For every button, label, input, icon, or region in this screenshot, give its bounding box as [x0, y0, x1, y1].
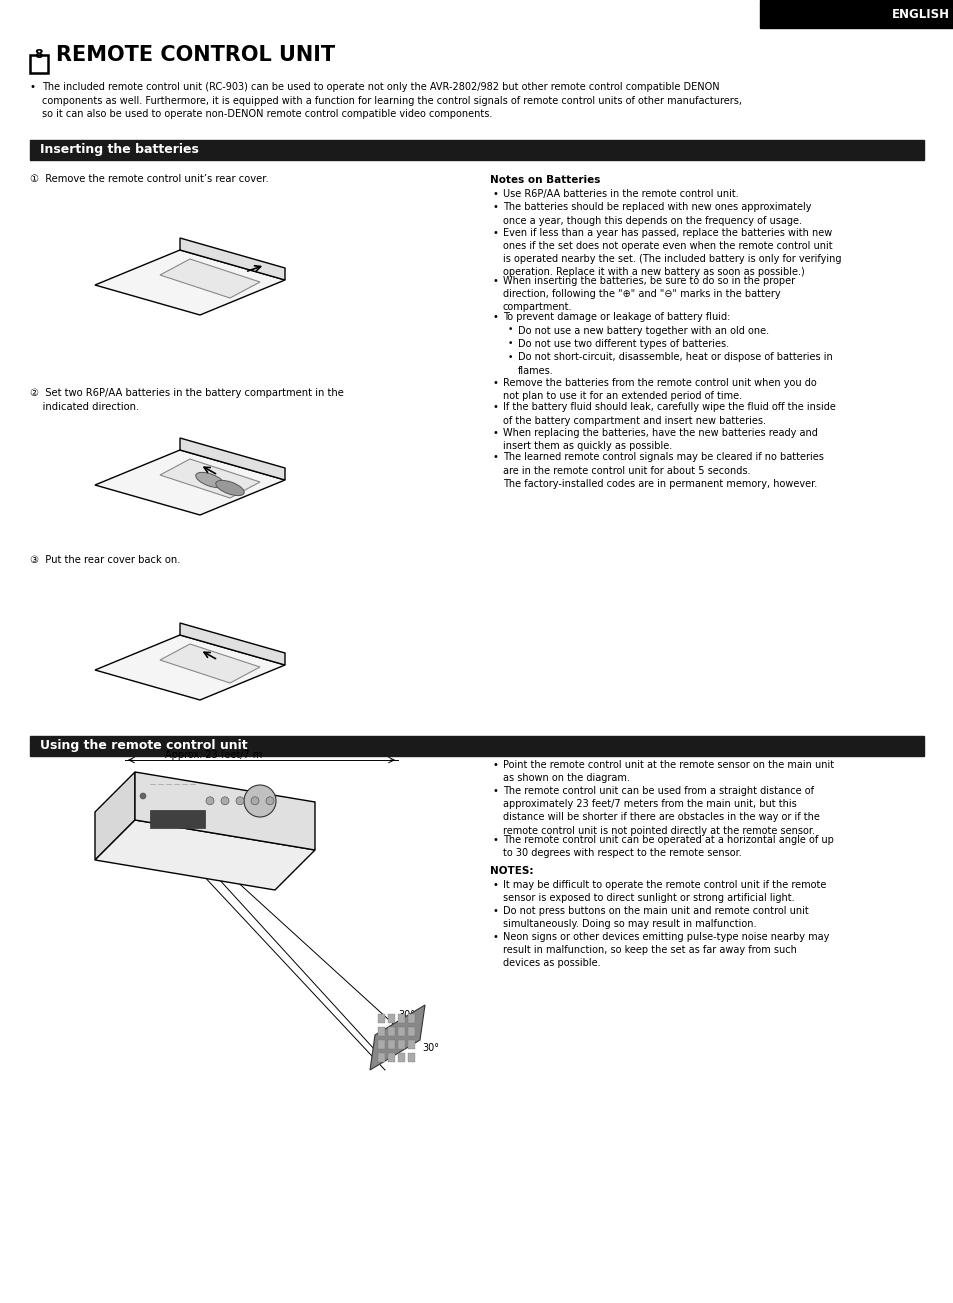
Text: •: • — [493, 786, 498, 796]
Text: ②  Set two R6P/AA batteries in the battery compartment in the
    indicated dire: ② Set two R6P/AA batteries in the batter… — [30, 388, 343, 412]
Polygon shape — [160, 644, 260, 683]
Text: •: • — [493, 452, 498, 463]
Text: When inserting the batteries, be sure to do so in the proper
direction, followin: When inserting the batteries, be sure to… — [502, 275, 794, 311]
Text: •: • — [493, 835, 498, 846]
Bar — [30, 55, 48, 73]
Polygon shape — [95, 771, 135, 860]
Text: ③  Put the rear cover back on.: ③ Put the rear cover back on. — [30, 555, 180, 566]
Polygon shape — [160, 459, 260, 498]
Text: Do not use two different types of batteries.: Do not use two different types of batter… — [517, 339, 728, 349]
Circle shape — [221, 797, 229, 805]
Circle shape — [251, 797, 258, 805]
Text: •: • — [493, 880, 498, 890]
Bar — [408, 1053, 415, 1062]
Text: When replacing the batteries, have the new batteries ready and
insert them as qu: When replacing the batteries, have the n… — [502, 427, 817, 451]
Text: The remote control unit can be operated at a horizontal angle of up
to 30 degree: The remote control unit can be operated … — [502, 835, 833, 859]
Text: The learned remote control signals may be cleared if no batteries
are in the rem: The learned remote control signals may b… — [502, 452, 823, 489]
Text: Approx. 23 feet/7 m: Approx. 23 feet/7 m — [165, 751, 262, 760]
Circle shape — [140, 794, 146, 799]
Text: Do not short-circuit, disassemble, heat or dispose of batteries in
flames.: Do not short-circuit, disassemble, heat … — [517, 353, 832, 375]
Text: The batteries should be replaced with new ones approximately
once a year, though: The batteries should be replaced with ne… — [502, 202, 811, 225]
Circle shape — [244, 784, 275, 817]
Polygon shape — [160, 259, 260, 298]
Text: •: • — [493, 202, 498, 212]
Text: •: • — [507, 326, 513, 335]
Text: ENGLISH: ENGLISH — [891, 8, 949, 21]
Text: Notes on Batteries: Notes on Batteries — [490, 175, 599, 185]
Bar — [388, 1053, 395, 1062]
Text: •: • — [493, 760, 498, 770]
Bar — [388, 1040, 395, 1049]
Bar — [388, 1027, 395, 1036]
Text: The remote control unit can be used from a straight distance of
approximately 23: The remote control unit can be used from… — [502, 786, 819, 835]
Polygon shape — [180, 238, 285, 280]
Text: Use R6P/AA batteries in the remote control unit.: Use R6P/AA batteries in the remote contr… — [502, 189, 738, 199]
Text: It may be difficult to operate the remote control unit if the remote
sensor is e: It may be difficult to operate the remot… — [502, 880, 825, 903]
Text: •: • — [493, 427, 498, 438]
Text: The included remote control unit (RC-903) can be used to operate not only the AV: The included remote control unit (RC-903… — [42, 82, 741, 119]
Bar — [377, 1014, 385, 1023]
Circle shape — [266, 797, 274, 805]
Bar — [30, 139, 923, 160]
Text: •: • — [493, 311, 498, 322]
Text: Do not use a new battery together with an old one.: Do not use a new battery together with a… — [517, 326, 768, 335]
Bar — [397, 1040, 405, 1049]
Bar — [30, 736, 923, 756]
Polygon shape — [95, 450, 285, 515]
Bar — [377, 1040, 385, 1049]
Bar — [397, 1053, 405, 1062]
Text: Point the remote control unit at the remote sensor on the main unit
as shown on : Point the remote control unit at the rem… — [502, 760, 833, 783]
Text: NOTES:: NOTES: — [490, 866, 533, 876]
Text: •: • — [493, 378, 498, 387]
Text: ①  Remove the remote control unit’s rear cover.: ① Remove the remote control unit’s rear … — [30, 175, 269, 184]
Polygon shape — [180, 623, 285, 665]
Polygon shape — [95, 250, 285, 315]
Text: •: • — [493, 275, 498, 285]
Circle shape — [235, 797, 244, 805]
Text: •: • — [507, 353, 513, 361]
Text: 30°: 30° — [421, 1042, 438, 1053]
Text: 8: 8 — [34, 48, 43, 61]
Text: 30°: 30° — [397, 1010, 415, 1020]
Bar — [397, 1014, 405, 1023]
Bar — [408, 1040, 415, 1049]
Text: •: • — [493, 403, 498, 413]
Polygon shape — [95, 820, 314, 890]
Text: •: • — [493, 189, 498, 199]
Bar — [760, 0, 953, 27]
Text: Do not press buttons on the main unit and remote control unit
simultaneously. Do: Do not press buttons on the main unit an… — [502, 906, 808, 929]
Text: If the battery fluid should leak, carefully wipe the fluid off the inside
of the: If the battery fluid should leak, carefu… — [502, 403, 835, 426]
Polygon shape — [370, 1005, 424, 1070]
Ellipse shape — [195, 473, 224, 487]
Text: Using the remote control unit: Using the remote control unit — [40, 740, 248, 753]
Text: •: • — [507, 339, 513, 348]
Text: Neon signs or other devices emitting pulse-type noise nearby may
result in malfu: Neon signs or other devices emitting pul… — [502, 932, 828, 968]
Text: •: • — [493, 932, 498, 942]
Bar — [408, 1027, 415, 1036]
Polygon shape — [95, 635, 285, 700]
Bar — [397, 1027, 405, 1036]
Text: REMOTE CONTROL UNIT: REMOTE CONTROL UNIT — [56, 46, 335, 65]
Text: Inserting the batteries: Inserting the batteries — [40, 143, 198, 156]
Bar — [377, 1027, 385, 1036]
Bar — [388, 1014, 395, 1023]
Circle shape — [206, 797, 213, 805]
Bar — [377, 1053, 385, 1062]
Text: •: • — [493, 906, 498, 916]
Text: •: • — [30, 82, 36, 93]
Bar — [150, 810, 205, 827]
Text: •: • — [493, 228, 498, 237]
Bar — [408, 1014, 415, 1023]
Ellipse shape — [215, 481, 244, 495]
Text: Even if less than a year has passed, replace the batteries with new
ones if the : Even if less than a year has passed, rep… — [502, 228, 841, 278]
Text: Remove the batteries from the remote control unit when you do
not plan to use it: Remove the batteries from the remote con… — [502, 378, 816, 401]
Polygon shape — [180, 438, 285, 480]
Text: To prevent damage or leakage of battery fluid:: To prevent damage or leakage of battery … — [502, 311, 730, 322]
Polygon shape — [135, 771, 314, 850]
